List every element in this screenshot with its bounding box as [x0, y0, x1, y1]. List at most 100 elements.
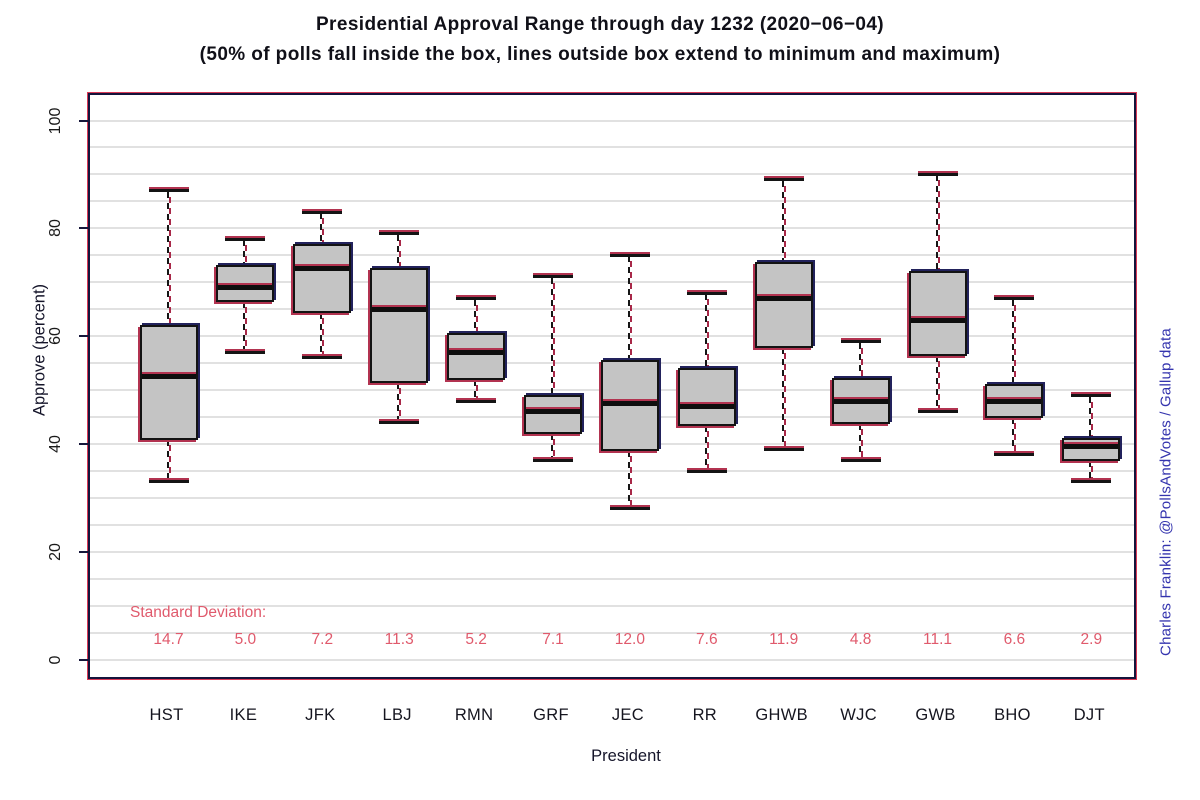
iqr-box — [216, 265, 275, 303]
whisker-dash — [704, 294, 707, 369]
min-cap — [917, 410, 958, 414]
upper-whisker — [243, 240, 248, 267]
whisker-dash — [245, 302, 248, 353]
max-cap — [686, 291, 727, 295]
upper-whisker — [551, 277, 555, 396]
y-tick — [79, 551, 90, 554]
x-axis-label: President — [591, 747, 661, 765]
lower-whisker — [551, 434, 555, 461]
y-axis-label: Approve (percent) — [30, 283, 49, 417]
whisker-dash — [1014, 299, 1017, 385]
min-cap — [609, 507, 650, 511]
upper-whisker — [474, 299, 479, 334]
whisker-dash — [627, 256, 630, 361]
gridline — [90, 146, 1134, 149]
whisker-dash — [474, 299, 477, 334]
sd-value: 7.2 — [311, 631, 334, 648]
whisker-dash — [1089, 461, 1092, 482]
credit-caption: Charles Franklin: @PollsAndVotes / Gallu… — [1157, 328, 1175, 656]
sd-caption: Standard Deviation: — [130, 604, 267, 621]
gridline — [90, 578, 1134, 581]
min-cap — [148, 480, 189, 484]
y-tick-label: 100 — [47, 107, 64, 134]
median-line — [372, 306, 427, 312]
chart-title: Presidential Approval Range through day … — [315, 14, 885, 35]
y-tick-label: 40 — [47, 435, 64, 454]
gridline — [90, 281, 1134, 284]
whisker-dash — [706, 426, 709, 472]
median-line — [833, 398, 888, 404]
category-label: DJT — [1073, 706, 1105, 724]
sd-value: 12.0 — [614, 631, 645, 648]
gridline — [90, 470, 1134, 473]
lower-whisker — [781, 348, 786, 450]
iqr-box — [908, 270, 967, 357]
gridline — [90, 551, 1134, 554]
median-line — [910, 317, 965, 323]
median-line — [987, 398, 1042, 404]
whisker-dash — [551, 434, 553, 461]
upper-whisker — [704, 294, 709, 369]
median-line — [141, 374, 196, 380]
y-tick — [79, 227, 90, 230]
whisker-dash — [704, 426, 707, 472]
min-cap — [686, 469, 727, 473]
y-tick — [79, 335, 90, 338]
whisker-dash — [935, 175, 938, 272]
whisker-dash — [1012, 418, 1015, 455]
category-label: HST — [149, 706, 184, 724]
sd-value: 2.9 — [1080, 631, 1103, 648]
category-label: WJC — [840, 706, 877, 724]
iqr-box — [447, 332, 506, 381]
upper-whisker — [935, 175, 940, 272]
y-tick-label: 0 — [47, 655, 64, 665]
iqr-box — [677, 367, 736, 427]
whisker-dash — [166, 191, 169, 326]
whisker-dash — [781, 180, 784, 264]
upper-whisker — [627, 256, 632, 361]
whisker-dash — [553, 434, 555, 461]
whisker-dash — [627, 450, 630, 509]
lower-whisker — [320, 313, 325, 358]
max-cap — [840, 340, 881, 344]
median-line — [1064, 444, 1119, 450]
min-cap — [1071, 480, 1112, 484]
category-label: GRF — [533, 706, 569, 724]
whisker-dash — [935, 356, 938, 412]
sd-value: 6.6 — [1003, 631, 1026, 648]
whisker-dash — [168, 191, 171, 326]
whisker-dash — [168, 439, 171, 482]
max-cap — [533, 275, 573, 279]
sd-value: 11.1 — [922, 631, 953, 648]
min-cap — [225, 350, 266, 354]
max-cap — [225, 237, 266, 241]
iqr-box — [370, 267, 429, 384]
whisker-dash — [399, 383, 402, 423]
iqr-box — [754, 262, 813, 349]
whisker-dash — [320, 213, 323, 245]
sd-value: 14.7 — [153, 631, 184, 648]
gridline — [90, 308, 1134, 311]
whisker-dash — [399, 234, 402, 269]
whisker-dash — [1091, 461, 1094, 482]
gridline — [90, 119, 1134, 122]
max-cap — [609, 253, 650, 257]
min-cap — [994, 453, 1035, 457]
whisker-dash — [243, 240, 246, 267]
whisker-dash — [781, 348, 784, 450]
category-label: LBJ — [382, 706, 412, 724]
gridline — [90, 524, 1134, 527]
whisker-dash — [1089, 396, 1092, 439]
max-cap — [148, 189, 189, 193]
whisker-dash — [858, 423, 861, 461]
lower-whisker — [858, 423, 863, 461]
whisker-dash — [322, 213, 325, 245]
sd-value: 4.8 — [849, 631, 872, 648]
category-label: JFK — [305, 706, 336, 724]
whisker-dash — [937, 356, 940, 412]
whisker-dash — [1014, 418, 1017, 455]
category-label: GWB — [915, 706, 956, 724]
upper-whisker — [397, 234, 402, 269]
upper-whisker — [1012, 299, 1017, 385]
gridline — [90, 200, 1134, 203]
